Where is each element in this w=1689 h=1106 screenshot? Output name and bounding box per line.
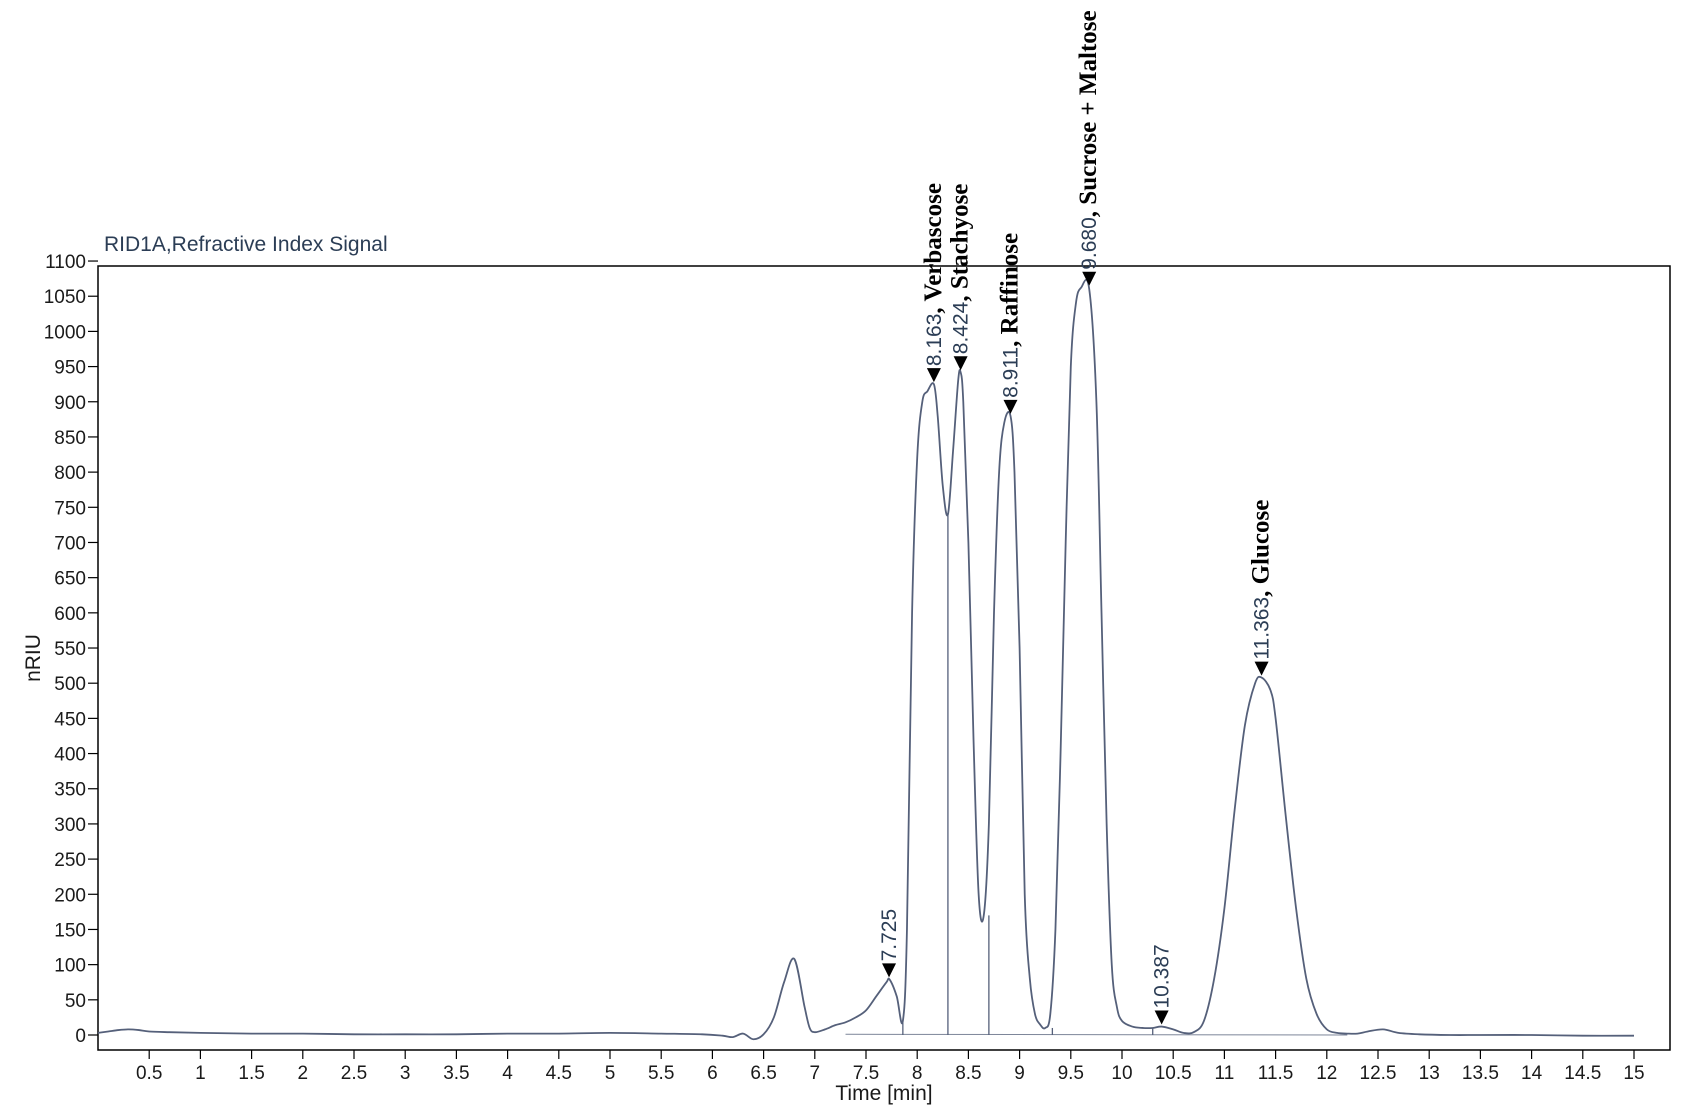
- peak-label: 8.424, Stachyose: [947, 184, 974, 355]
- peak-marker-triangle: [882, 963, 897, 978]
- peak-retention-time: 8.424: [950, 301, 973, 354]
- integration-baseline: [845, 1033, 1348, 1036]
- peak-label: 8.163, Verbascose: [920, 183, 947, 366]
- x-tick-label: 15: [1623, 1063, 1644, 1084]
- x-tick-label: 14.5: [1564, 1063, 1601, 1084]
- x-tick-label: 12.5: [1360, 1063, 1397, 1084]
- x-axis-label: Time [min]: [835, 1082, 932, 1105]
- y-tick-label: 450: [54, 709, 86, 730]
- peak-compound-name: , Sucrose + Maltose: [1075, 10, 1102, 217]
- peak-retention-time: 11.363: [1251, 597, 1274, 660]
- peak-label: 11.363, Glucose: [1248, 500, 1275, 660]
- x-tick-label: 8: [912, 1063, 923, 1084]
- y-tick-label: 600: [54, 604, 86, 625]
- y-tick-label: 650: [54, 569, 86, 590]
- signal-title: RID1A,Refractive Index Signal: [104, 233, 388, 256]
- x-tick-label: 12: [1316, 1063, 1337, 1084]
- peak-compound-name: , Stachyose: [947, 184, 974, 302]
- y-tick-label: 1000: [44, 322, 86, 343]
- peak-label: 9.680, Sucrose + Maltose: [1075, 10, 1102, 269]
- x-tick-label: 11.5: [1258, 1063, 1294, 1084]
- peak-compound-name: , Glucose: [1248, 500, 1275, 597]
- x-tick-label: 2.5: [341, 1063, 367, 1084]
- signal-trace-layer: [97, 278, 1635, 1041]
- signal-trace-line: [97, 278, 1635, 1041]
- x-tick-label: 0.5: [136, 1063, 162, 1084]
- peak-marker-triangle: [1082, 271, 1097, 286]
- y-tick-label: 300: [54, 815, 86, 836]
- x-tick-label: 1: [195, 1063, 206, 1084]
- x-tick-label: 6.5: [750, 1063, 776, 1084]
- peak-label: 8.911, Raffinose: [996, 233, 1023, 398]
- peak-label: 10.387: [1151, 944, 1174, 1008]
- peak-marker-triangle: [926, 368, 941, 383]
- peak-label-group: 9.680, Sucrose + Maltose: [1075, 10, 1102, 269]
- y-tick-label: 900: [54, 393, 86, 414]
- x-tick-label: 10: [1111, 1063, 1132, 1084]
- peak-label-group: 7.725: [878, 909, 901, 962]
- x-tick-label: 5.5: [648, 1063, 674, 1084]
- peak-compound-name: , Raffinose: [996, 233, 1023, 347]
- x-tick-label: 8.5: [955, 1063, 981, 1084]
- x-tick-label: 13.5: [1462, 1063, 1499, 1084]
- y-tick-label: 350: [54, 780, 86, 801]
- y-tick-label: 950: [54, 358, 86, 379]
- peak-label-group: 8.424, Stachyose: [947, 184, 974, 355]
- peak-retention-time: 9.680: [1078, 217, 1101, 270]
- y-tick-label: 850: [54, 428, 86, 449]
- y-tick-label: 500: [54, 674, 86, 695]
- x-tick-label: 7: [810, 1063, 821, 1084]
- y-tick-label: 1050: [44, 287, 86, 308]
- peak-label-group: 8.911, Raffinose: [996, 233, 1023, 398]
- x-tick-label: 3: [400, 1063, 411, 1084]
- peak-retention-time: 8.163: [923, 314, 946, 367]
- x-tick-label: 1.5: [238, 1063, 264, 1084]
- y-tick-label: 800: [54, 463, 86, 484]
- y-tick-label: 550: [54, 639, 86, 660]
- y-tick-label: 200: [54, 885, 86, 906]
- peak-marker-triangle: [1003, 399, 1018, 414]
- x-tick-label: 11: [1215, 1063, 1235, 1084]
- y-tick-label: 700: [54, 533, 86, 554]
- y-tick-label: 250: [54, 850, 86, 871]
- y-tick-label: 50: [65, 991, 86, 1012]
- x-tick-label: 6: [707, 1063, 718, 1084]
- y-axis-label: nRIU: [22, 634, 45, 682]
- peak-retention-time: 10.387: [1151, 944, 1174, 1008]
- y-tick-label: 100: [54, 956, 86, 977]
- peak-label-group: 8.163, Verbascose: [920, 183, 947, 366]
- peak-retention-time: 7.725: [878, 909, 901, 962]
- y-tick-label: 400: [54, 745, 86, 766]
- x-tick-label: 13: [1419, 1063, 1440, 1084]
- y-tick-label: 150: [54, 920, 86, 941]
- x-tick-label: 9: [1014, 1063, 1025, 1084]
- peak-marker-triangle: [1154, 1010, 1169, 1025]
- x-tick-label: 7.5: [853, 1063, 879, 1084]
- x-tick-label: 4.5: [546, 1063, 572, 1084]
- x-tick-label: 10.5: [1155, 1063, 1192, 1084]
- peak-marker-triangle: [1254, 661, 1269, 676]
- peak-compound-name: , Verbascose: [920, 183, 947, 314]
- peak-marker-triangle: [953, 356, 968, 371]
- x-tick-label: 5: [605, 1063, 616, 1084]
- x-axis-ticks: 0.5 1 1.5 2 2.5 3 3.5 4 4.5 5 5.5 6 6.5 7 7.5 8 8.5 9 9.5 1…: [136, 1050, 1645, 1084]
- peak-label-group: 10.387: [1151, 944, 1174, 1008]
- peak-label: 7.725: [878, 909, 901, 962]
- y-tick-label: 0: [75, 1026, 86, 1047]
- x-tick-label: 3.5: [443, 1063, 469, 1084]
- peak-label-group: 11.363, Glucose: [1248, 500, 1275, 660]
- y-tick-label: 750: [54, 498, 86, 519]
- y-tick-label: 1100: [45, 252, 86, 273]
- x-tick-label: 14: [1521, 1063, 1543, 1084]
- peak-retention-time: 8.911: [999, 347, 1022, 398]
- plot-frame: [97, 265, 1671, 1051]
- x-tick-label: 2: [298, 1063, 309, 1084]
- x-tick-label: 4: [502, 1063, 513, 1084]
- y-axis-ticks: 0 50 100 150 200 250 300 350 400 450 500 550 600 650 7…: [44, 252, 98, 1047]
- x-tick-label: 9.5: [1058, 1063, 1084, 1084]
